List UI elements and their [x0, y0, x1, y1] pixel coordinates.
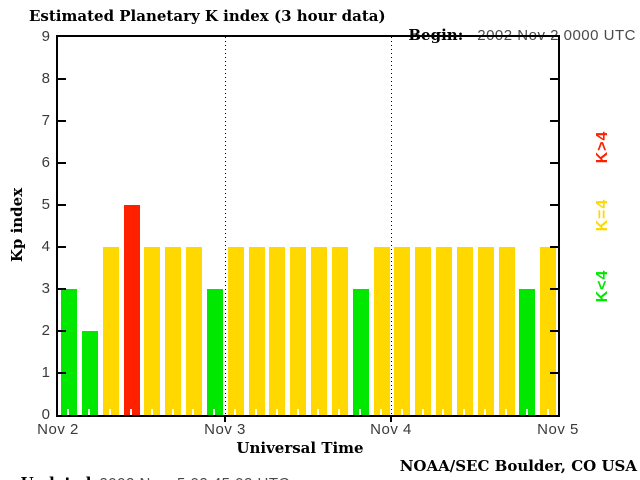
kp-bar: [207, 289, 223, 415]
x-minor-tick: [213, 409, 215, 415]
y-tick-left: [58, 246, 66, 248]
kp-bar: [269, 247, 285, 415]
x-minor-tick: [255, 409, 257, 415]
x-minor-tick: [526, 409, 528, 415]
kp-bar: [290, 247, 306, 415]
y-tick-label: 8: [41, 70, 50, 87]
x-day-label: Nov 2: [37, 421, 79, 438]
x-minor-tick: [151, 409, 153, 415]
x-minor-tick: [401, 409, 403, 415]
kp-bar: [394, 247, 410, 415]
x-minor-tick: [422, 409, 424, 415]
y-tick-right: [550, 120, 558, 122]
y-tick-label: 9: [41, 28, 50, 45]
x-minor-tick: [276, 409, 278, 415]
y-tick-left: [58, 204, 66, 206]
y-tick-label: 3: [41, 280, 50, 297]
kp-bar: [144, 247, 160, 415]
x-minor-tick: [338, 409, 340, 415]
y-tick-right: [550, 372, 558, 374]
y-tick-label: 1: [41, 364, 50, 381]
day-gridline: [391, 37, 392, 415]
x-minor-tick: [547, 409, 549, 415]
kp-bar: [186, 247, 202, 415]
updated-label: Updated: [21, 474, 92, 480]
y-tick-left: [58, 372, 66, 374]
y-tick-right: [550, 78, 558, 80]
y-tick-left: [58, 288, 66, 290]
y-tick-label: 0: [41, 406, 50, 423]
x-minor-tick: [359, 409, 361, 415]
x-day-label: Nov 5: [537, 421, 579, 438]
kp-bar: [353, 289, 369, 415]
kp-bar: [311, 247, 327, 415]
x-day-label: Nov 4: [370, 421, 412, 438]
x-minor-tick: [505, 409, 507, 415]
kp-bar: [499, 247, 515, 415]
day-major-tick: [224, 417, 226, 422]
legend-item-above4: K>4: [594, 130, 611, 164]
y-tick-right: [550, 204, 558, 206]
y-tick-left: [58, 78, 66, 80]
day-major-tick: [390, 417, 392, 422]
y-tick-label: 6: [41, 154, 50, 171]
y-tick-label: 7: [41, 112, 50, 129]
x-day-label: Nov 3: [204, 421, 246, 438]
kp-bar: [82, 331, 98, 415]
y-axis-title: Kp index: [8, 187, 26, 263]
kp-bar: [415, 247, 431, 415]
updated-value: 2002 Nov 5 02:45:02 UTC: [99, 475, 289, 480]
x-minor-tick: [234, 409, 236, 415]
x-minor-tick: [172, 409, 174, 415]
y-tick-right: [550, 288, 558, 290]
updated-timestamp: Updated 2002 Nov 5 02:45:02 UTC: [4, 457, 290, 480]
y-tick-right: [550, 330, 558, 332]
y-tick-right: [550, 162, 558, 164]
legend-item-equal4: K=4: [594, 198, 611, 232]
x-minor-tick: [192, 409, 194, 415]
kp-bar: [374, 247, 390, 415]
y-tick-label: 5: [41, 196, 50, 213]
kp-bar: [124, 205, 140, 415]
x-minor-tick: [88, 409, 90, 415]
y-tick-left: [58, 330, 66, 332]
y-tick-label: 2: [41, 322, 50, 339]
x-minor-tick: [442, 409, 444, 415]
y-tick-left: [58, 120, 66, 122]
x-minor-tick: [380, 409, 382, 415]
credit-text: NOAA/SEC Boulder, CO USA: [399, 457, 637, 475]
chart-title: Estimated Planetary K index (3 hour data…: [29, 7, 386, 25]
kp-bar: [249, 247, 265, 415]
x-minor-tick: [130, 409, 132, 415]
x-minor-tick: [297, 409, 299, 415]
y-tick-left: [58, 162, 66, 164]
x-minor-tick: [67, 409, 69, 415]
kp-bar: [103, 247, 119, 415]
kp-bar: [165, 247, 181, 415]
legend-item-below4: K<4: [594, 269, 611, 303]
y-tick-label: 4: [41, 238, 50, 255]
day-gridline: [225, 37, 226, 415]
kp-bar: [332, 247, 348, 415]
x-axis-title: Universal Time: [236, 439, 364, 457]
kp-bar: [478, 247, 494, 415]
x-minor-tick: [463, 409, 465, 415]
x-minor-tick: [317, 409, 319, 415]
kp-bar: [457, 247, 473, 415]
kp-bar: [436, 247, 452, 415]
x-minor-tick: [109, 409, 111, 415]
plot-area: [56, 35, 560, 417]
kp-bar: [519, 289, 535, 415]
kp-bar: [61, 289, 77, 415]
x-minor-tick: [484, 409, 486, 415]
kp-bar: [228, 247, 244, 415]
y-tick-right: [550, 246, 558, 248]
